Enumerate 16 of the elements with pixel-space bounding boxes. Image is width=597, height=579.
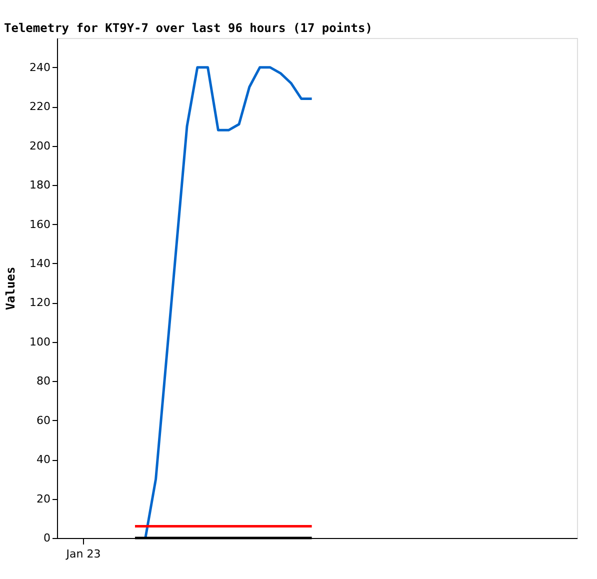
y-axis-title: Values bbox=[4, 266, 18, 310]
y-tick-label: 80 bbox=[36, 374, 50, 388]
y-tick-label: 120 bbox=[30, 296, 50, 310]
y-tick-label: 40 bbox=[36, 453, 50, 466]
y-tick-label: 100 bbox=[30, 335, 50, 348]
y-tick-label: 20 bbox=[36, 492, 50, 506]
y-tick-label: 180 bbox=[30, 178, 50, 192]
y-tick-label: 200 bbox=[30, 139, 50, 152]
chart-title: Telemetry for KT9Y-7 over last 96 hours (17 points) bbox=[4, 21, 372, 35]
x-tick-label: Jan 23 bbox=[65, 548, 101, 560]
y-tick-label: 0 bbox=[44, 532, 50, 544]
y-tick-label: 160 bbox=[30, 218, 50, 231]
y-tick-label: 240 bbox=[30, 60, 50, 74]
y-tick-label: 140 bbox=[30, 256, 50, 270]
y-tick-label: 220 bbox=[30, 100, 50, 114]
y-tick-label: 60 bbox=[36, 414, 50, 427]
